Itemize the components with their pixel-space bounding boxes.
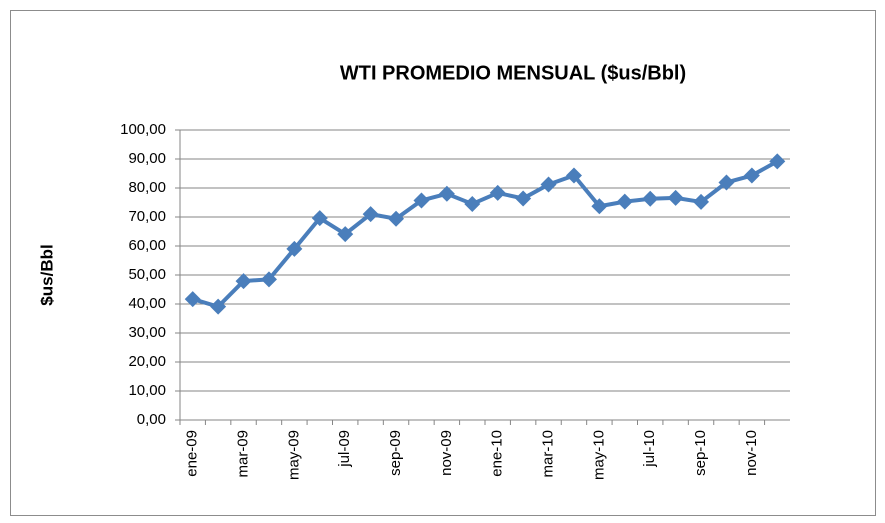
marker xyxy=(616,193,633,210)
marker xyxy=(693,193,710,210)
marker xyxy=(210,298,227,315)
x-tick-label: may-10 xyxy=(590,430,607,480)
y-tick-label: 60,00 xyxy=(128,237,166,254)
y-tick-label: 0,00 xyxy=(137,411,166,428)
marker xyxy=(591,198,608,215)
x-tick-label: jul-09 xyxy=(336,430,353,468)
marker xyxy=(743,167,760,184)
y-tick-label: 20,00 xyxy=(128,353,166,370)
marker xyxy=(388,210,405,227)
marker xyxy=(565,167,582,184)
marker xyxy=(438,185,455,202)
chart-title: WTI PROMEDIO MENSUAL ($us/Bbl) xyxy=(340,62,686,84)
x-tick-label: sep-09 xyxy=(387,430,404,476)
marker xyxy=(337,226,354,243)
x-tick-label: nov-10 xyxy=(743,430,760,476)
y-tick-label: 90,00 xyxy=(128,150,166,167)
marker xyxy=(769,153,786,170)
x-tick-label: may-09 xyxy=(285,430,302,480)
marker xyxy=(184,291,201,308)
marker xyxy=(260,271,277,288)
marker xyxy=(489,184,506,201)
x-tick-label: nov-09 xyxy=(438,430,455,476)
x-tick-label: mar-10 xyxy=(540,430,557,478)
y-axis-label: $us/Bbl xyxy=(37,244,56,305)
y-tick-label: 80,00 xyxy=(128,179,166,196)
y-tick-label: 50,00 xyxy=(128,266,166,283)
marker xyxy=(667,189,684,206)
marker xyxy=(413,192,430,209)
marker xyxy=(311,210,328,227)
marker xyxy=(286,240,303,257)
marker xyxy=(515,190,532,207)
marker xyxy=(642,190,659,207)
y-tick-label: 40,00 xyxy=(128,295,166,312)
y-tick-label: 70,00 xyxy=(128,208,166,225)
y-tick-label: 30,00 xyxy=(128,324,166,341)
chart-border xyxy=(10,10,876,516)
x-tick-label: ene-10 xyxy=(489,430,506,477)
x-tick-label: mar-09 xyxy=(235,430,252,478)
marker xyxy=(464,195,481,212)
marker xyxy=(718,174,735,191)
y-tick-label: 100,00 xyxy=(120,121,166,138)
marker xyxy=(235,273,252,290)
marker xyxy=(362,206,379,223)
marker xyxy=(540,176,557,193)
y-tick-label: 10,00 xyxy=(128,382,166,399)
x-tick-label: jul-10 xyxy=(641,430,658,468)
x-tick-label: sep-10 xyxy=(692,430,709,476)
x-tick-label: ene-09 xyxy=(184,430,201,477)
